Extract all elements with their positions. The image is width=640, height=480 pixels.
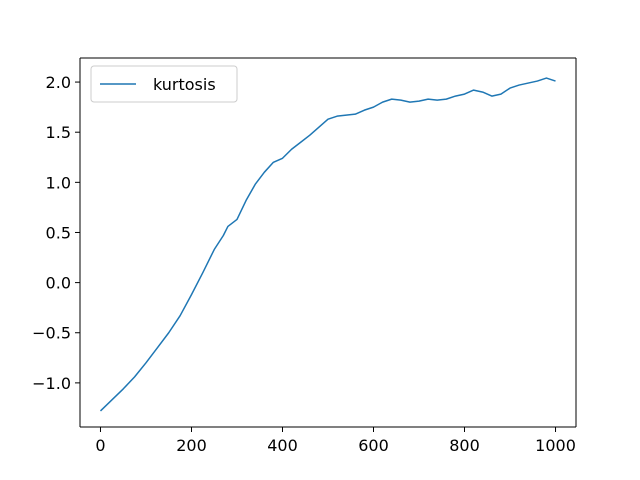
y-tick-label: 2.0 — [46, 73, 71, 92]
x-tick-label: 600 — [358, 436, 389, 455]
x-tick-label: 400 — [267, 436, 298, 455]
x-tick-label: 1000 — [535, 436, 576, 455]
plot-area — [80, 58, 576, 427]
x-axis-ticks: 0 200 400 600 800 1000 — [95, 427, 576, 455]
axes-frame — [79, 57, 577, 428]
y-tick-label: −1.0 — [32, 374, 71, 393]
y-tick-label: 1.5 — [46, 123, 71, 142]
y-tick-label: −0.5 — [32, 324, 71, 343]
y-tick-label: 1.0 — [46, 173, 71, 192]
legend-box — [90, 65, 238, 103]
legend: kurtosis — [90, 65, 238, 103]
y-tick-label: 0.5 — [46, 223, 71, 242]
legend-label: kurtosis — [153, 75, 216, 94]
y-tick-label: 0.0 — [46, 274, 71, 293]
series-layer — [99, 77, 556, 412]
series-line-kurtosis — [99, 77, 556, 412]
x-tick-label: 200 — [176, 436, 207, 455]
x-tick-label: 800 — [449, 436, 480, 455]
x-tick-label: 0 — [95, 436, 105, 455]
y-axis-ticks: −1.0 −0.5 0.0 0.5 1.0 1.5 2.0 — [32, 73, 80, 393]
